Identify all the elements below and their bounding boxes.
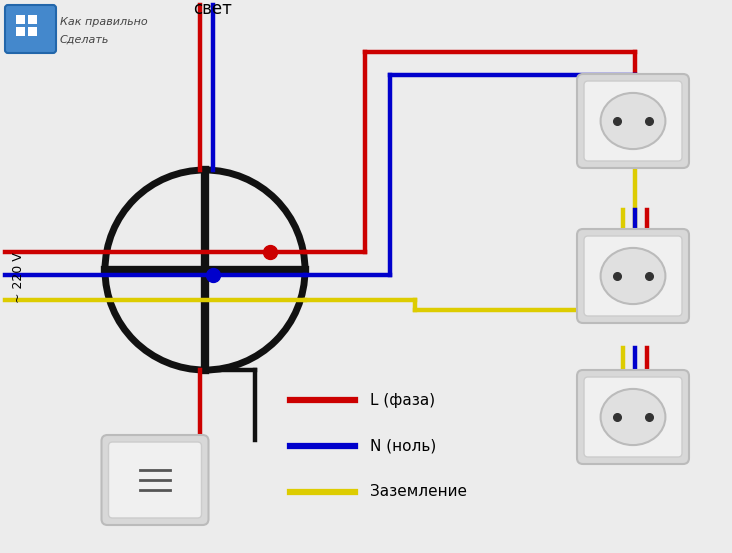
FancyBboxPatch shape — [584, 236, 682, 316]
Text: N (ноль): N (ноль) — [370, 439, 436, 453]
FancyBboxPatch shape — [584, 377, 682, 457]
Text: L (фаза): L (фаза) — [370, 393, 435, 408]
FancyBboxPatch shape — [16, 15, 25, 24]
Ellipse shape — [600, 248, 665, 304]
Text: Как правильно: Как правильно — [60, 17, 148, 27]
FancyBboxPatch shape — [108, 442, 201, 518]
Ellipse shape — [600, 389, 665, 445]
FancyBboxPatch shape — [584, 81, 682, 161]
FancyBboxPatch shape — [28, 15, 37, 24]
Text: свет: свет — [193, 0, 233, 18]
Text: Сделать: Сделать — [60, 35, 109, 45]
Text: ~ 220 V: ~ 220 V — [12, 253, 24, 304]
FancyBboxPatch shape — [16, 27, 25, 36]
Ellipse shape — [600, 93, 665, 149]
FancyBboxPatch shape — [577, 74, 689, 168]
FancyBboxPatch shape — [102, 435, 209, 525]
FancyBboxPatch shape — [577, 229, 689, 323]
FancyBboxPatch shape — [5, 5, 56, 53]
FancyBboxPatch shape — [28, 27, 37, 36]
Text: Заземление: Заземление — [370, 484, 467, 499]
FancyBboxPatch shape — [577, 370, 689, 464]
